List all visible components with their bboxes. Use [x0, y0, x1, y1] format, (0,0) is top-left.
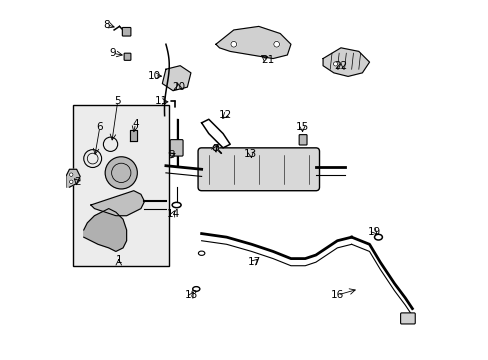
Circle shape	[213, 145, 218, 151]
Text: 13: 13	[244, 149, 257, 159]
Text: 1: 1	[115, 255, 122, 265]
Text: 22: 22	[334, 61, 347, 71]
FancyBboxPatch shape	[124, 53, 131, 60]
Polygon shape	[216, 26, 290, 59]
Polygon shape	[130, 130, 137, 141]
Text: 14: 14	[166, 209, 179, 219]
Text: 15: 15	[295, 122, 308, 132]
Circle shape	[69, 173, 73, 176]
Text: 3: 3	[167, 150, 174, 160]
Polygon shape	[66, 169, 80, 187]
Text: 11: 11	[155, 96, 168, 107]
FancyBboxPatch shape	[198, 148, 319, 191]
Text: 16: 16	[330, 290, 343, 300]
Text: 8: 8	[103, 19, 110, 30]
Text: 21: 21	[261, 55, 274, 65]
Text: 19: 19	[367, 227, 381, 237]
Text: 5: 5	[114, 96, 121, 107]
Circle shape	[273, 41, 279, 47]
Text: 6: 6	[96, 122, 103, 132]
Text: 7: 7	[211, 144, 218, 154]
FancyBboxPatch shape	[400, 313, 414, 324]
FancyBboxPatch shape	[73, 105, 169, 266]
Text: 18: 18	[184, 290, 198, 300]
Circle shape	[105, 157, 137, 189]
FancyBboxPatch shape	[122, 27, 131, 36]
Text: 4: 4	[132, 118, 139, 129]
FancyBboxPatch shape	[299, 135, 306, 145]
Circle shape	[333, 62, 337, 66]
Text: 10: 10	[147, 71, 161, 81]
Polygon shape	[91, 191, 144, 216]
Polygon shape	[162, 66, 190, 91]
Polygon shape	[323, 48, 369, 76]
Polygon shape	[83, 208, 126, 251]
Text: 12: 12	[219, 110, 232, 120]
Text: 2: 2	[74, 177, 81, 187]
Circle shape	[230, 41, 236, 47]
Text: 20: 20	[171, 82, 184, 92]
Text: 9: 9	[109, 48, 115, 58]
FancyBboxPatch shape	[170, 140, 183, 156]
Text: 17: 17	[247, 257, 261, 267]
Circle shape	[69, 180, 73, 184]
